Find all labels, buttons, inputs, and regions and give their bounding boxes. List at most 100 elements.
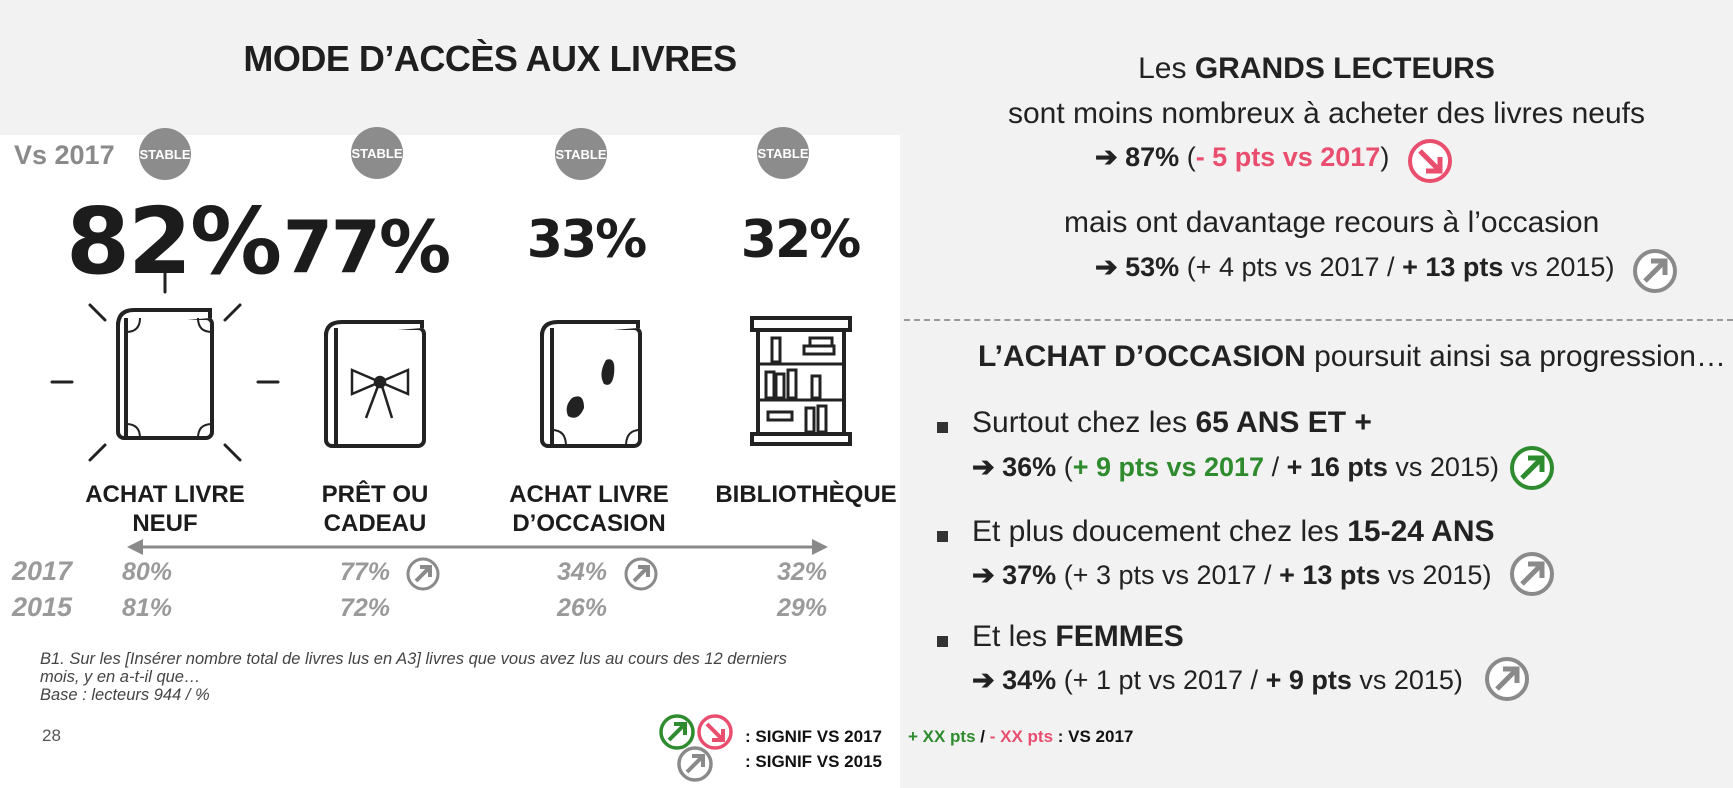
value-2017: 34% [557,558,608,586]
bullet [937,422,948,433]
right-heading-1-line2: sont moins nombreux à acheter des livres… [1008,97,1645,130]
text: Surtout chez les [972,406,1196,439]
note-base: Base : lecteurs 944 / % [40,686,210,704]
legend-up-green-icon [659,714,695,750]
label-line: ACHAT LIVRE [85,481,245,508]
value-2015: 81% [122,594,173,622]
label-pret-cadeau: PRÊT OU CADEAU [265,480,485,538]
vs-2017-label: Vs 2017 [14,140,115,170]
label-bibliotheque: BIBLIOTHÈQUE [696,480,916,509]
label-line: ACHAT LIVRE [509,481,669,508]
stat-15-24-ans: ➔ 37% (+ 3 pts vs 2017 / + 13 pts vs 201… [972,560,1491,591]
question-note: B1. Sur les [Insérer nombre total de liv… [40,650,880,704]
bullet-65-ans: Surtout chez les 65 ANS ET + [972,406,1372,440]
text: ( [1056,452,1073,482]
new-book-icon [50,270,280,462]
label-line: D’OCCASION [512,510,666,537]
text: / [1264,452,1287,482]
pct-achat-occasion: 33% [526,210,647,270]
text: vs 2015) [1503,252,1615,282]
year-2015-label: 2015 [12,592,73,622]
text: (+ 4 pts vs 2017 / [1179,252,1403,282]
value-2017: 77% [340,558,391,586]
label-line: BIBLIOTHÈQUE [715,481,897,508]
text: / [975,727,990,746]
text: ( [1179,142,1196,172]
text: : VS 2017 [1053,727,1134,746]
bookshelf-icon [750,316,852,446]
text: (+ 3 pts vs 2017 / [1056,560,1280,590]
text: Et plus doucement chez les [972,515,1348,548]
right-heading-1: Les GRANDS LECTEURS [900,52,1733,86]
used-book-icon [540,320,642,448]
value-2015: 72% [340,594,391,622]
arrow-glyph: ➔ [1095,252,1118,282]
up-arrow-green-icon [1510,446,1554,490]
stable-badge: STABLE [757,127,809,179]
value-2015: 26% [557,594,608,622]
bullet-15-24-ans: Et plus doucement chez les 15-24 ANS [972,515,1495,549]
text: vs 2015) [1380,560,1492,590]
legend-down-red-icon [697,714,733,750]
text: (+ 1 pt vs 2017 / [1056,665,1266,695]
text-bold: 15-24 ANS [1347,515,1495,548]
stable-badge: STABLE [555,128,607,180]
stat-femmes: ➔ 34% (+ 1 pt vs 2017 / + 9 pts vs 2015) [972,665,1463,696]
arrow-glyph: ➔ [972,560,995,590]
gift-book-icon [324,320,426,448]
text: Et les [972,620,1056,653]
text: vs 2015) [1387,452,1499,482]
stable-badge: STABLE [139,128,191,180]
year-2017-label: 2017 [12,556,73,586]
label-achat-occasion: ACHAT LIVRE D’OCCASION [479,480,699,538]
text-bold: + 13 pts [1279,560,1381,590]
page-title: MODE D’ACCÈS AUX LIVRES [243,38,737,79]
pct-pret-cadeau: 77% [282,205,451,289]
arrow-glyph: ➔ [972,665,995,695]
arrow-glyph: ➔ [972,452,995,482]
text-red: - 5 pts vs 2017 [1195,142,1381,172]
text-bold: 34% [1002,665,1057,695]
bullet [937,531,948,542]
up-arrow-grey-icon [624,557,658,591]
text-bold: 87% [1125,142,1180,172]
text: poursuit ainsi sa progression… [1305,340,1726,373]
up-arrow-grey-icon [1510,552,1554,596]
stat-65-ans: ➔ 36% (+ 9 pts vs 2017 / + 16 pts vs 201… [972,452,1499,483]
value-2015: 29% [777,594,828,622]
value-2017: 80% [122,558,173,586]
up-arrow-grey-icon [1485,657,1529,701]
label-line: CADEAU [323,510,427,537]
stable-badge: STABLE [351,127,403,179]
double-arrow [127,539,828,555]
text-bold: 65 ANS ET + [1195,406,1372,439]
pct-bibliotheque: 32% [740,210,861,270]
right-heading-2: mais ont davantage recours à l’occasion [1064,206,1600,239]
text-bold: 37% [1002,560,1057,590]
legend-plus: + XX pts [908,727,976,746]
up-arrow-grey-icon [1633,249,1677,293]
legend-minus: - XX pts [989,727,1054,746]
stat-occasion: ➔ 53% (+ 4 pts vs 2017 / + 13 pts vs 201… [1095,252,1614,283]
dashed-separator [904,319,1733,321]
arrow-glyph: ➔ [1095,142,1118,172]
legend-signif-2017: : SIGNIF VS 2017 [745,727,882,746]
right-heading-3: L’ACHAT D’OCCASION poursuit ainsi sa pro… [978,340,1726,374]
stat-grands-lecteurs: ➔ 87% (- 5 pts vs 2017) [1095,142,1389,173]
text-bold: L’ACHAT D’OCCASION [978,340,1306,373]
label-achat-neuf: ACHAT LIVRE NEUF [55,480,275,538]
text-bold: + 13 pts [1402,252,1504,282]
label-line: PRÊT OU [321,481,429,508]
bullet [937,636,948,647]
text-bold: GRANDS LECTEURS [1194,52,1495,85]
text: vs 2015) [1351,665,1463,695]
up-arrow-grey-icon [406,557,440,591]
text-green: + 9 pts vs 2017 [1072,452,1265,482]
legend-signif-2015: : SIGNIF VS 2015 [745,752,882,771]
text: Les [1138,52,1195,85]
pct-achat-neuf: 82% [66,188,282,295]
note-line: B1. Sur les [Insérer nombre total de liv… [40,650,787,668]
note-line: mois, y en a-t-il que… [40,668,201,686]
text-bold: + 16 pts [1286,452,1388,482]
label-line: NEUF [132,510,198,537]
